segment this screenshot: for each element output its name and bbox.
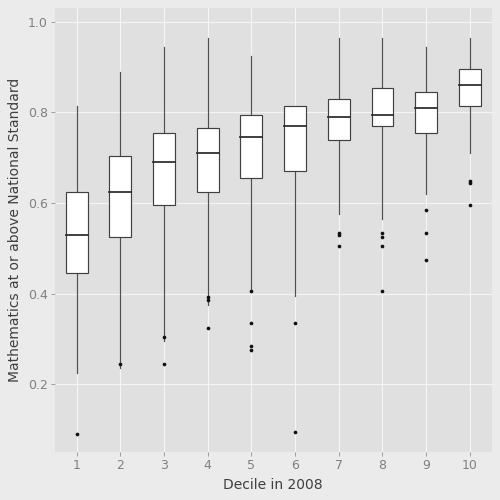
Point	[248, 346, 256, 354]
X-axis label: Decile in 2008: Decile in 2008	[224, 478, 323, 492]
Point	[466, 178, 474, 186]
Bar	[328, 99, 349, 140]
Bar	[372, 88, 394, 126]
Point	[160, 332, 168, 340]
Point	[160, 360, 168, 368]
Point	[72, 430, 80, 438]
Point	[116, 360, 124, 368]
Point	[335, 242, 343, 250]
Bar	[415, 92, 437, 133]
Bar	[459, 70, 480, 106]
Point	[378, 228, 386, 236]
Point	[248, 342, 256, 349]
Point	[291, 428, 299, 436]
Point	[248, 319, 256, 327]
Bar	[66, 192, 88, 274]
Point	[466, 202, 474, 209]
Point	[378, 242, 386, 250]
Bar	[284, 106, 306, 172]
Bar	[153, 133, 175, 206]
Bar	[110, 156, 132, 237]
Bar	[197, 128, 218, 192]
Point	[422, 256, 430, 264]
Point	[466, 178, 474, 186]
Point	[335, 228, 343, 236]
Point	[291, 319, 299, 327]
Point	[422, 206, 430, 214]
Point	[248, 288, 256, 296]
Point	[422, 228, 430, 236]
Point	[335, 231, 343, 239]
Point	[204, 296, 212, 304]
Point	[378, 233, 386, 241]
Bar	[240, 115, 262, 178]
Point	[204, 294, 212, 302]
Point	[204, 324, 212, 332]
Point	[378, 288, 386, 296]
Y-axis label: Mathematics at or above National Standard: Mathematics at or above National Standar…	[8, 78, 22, 382]
